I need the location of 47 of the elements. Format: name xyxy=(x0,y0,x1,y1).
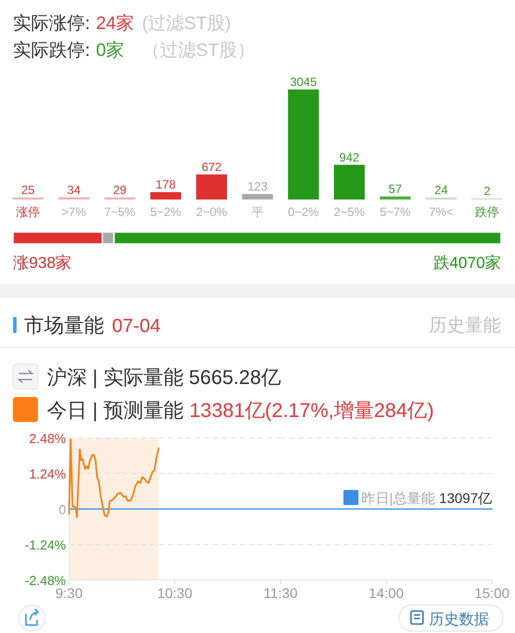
data-label: 34 xyxy=(67,182,81,197)
category-label: 7%< xyxy=(428,205,454,219)
annotation: 0家 xyxy=(96,40,124,60)
tick-label: 10:30 xyxy=(157,585,192,601)
annotation: 涨938家 xyxy=(13,255,72,272)
tick-label: 0 xyxy=(58,502,66,517)
category-label: 7~5% xyxy=(104,205,136,219)
category-label: 5~2% xyxy=(150,205,182,219)
category-label: 5~7% xyxy=(380,205,411,219)
data-label: 942 xyxy=(339,150,360,164)
data-label: 2 xyxy=(484,184,490,198)
annotation: 13381亿(2.17%,增量284亿) xyxy=(189,400,434,422)
annotation: 历史量能 xyxy=(429,315,501,335)
tick-label: 15:00 xyxy=(474,585,510,601)
annotation: 历史数据 xyxy=(429,611,489,628)
legend-label: 今日 | 预测量能 xyxy=(47,400,184,422)
data-label: 123 xyxy=(247,180,268,194)
subtitle: 07-04 xyxy=(112,316,161,337)
tick-label: -2.48% xyxy=(24,573,66,588)
category-label: 平 xyxy=(252,205,264,219)
series-label: 昨日|总量能 xyxy=(361,490,436,506)
tick-label: 14:00 xyxy=(368,585,404,601)
tick-label: 2.48% xyxy=(29,431,66,446)
tick-label: 1.24% xyxy=(29,466,66,482)
data-label: 57 xyxy=(388,182,402,196)
data-label: 29 xyxy=(113,182,126,197)
data-label: 3045 xyxy=(290,75,317,89)
category-label: 涨停 xyxy=(16,205,40,219)
category-label: 2~5% xyxy=(334,205,365,219)
annotation: 实际跌停: xyxy=(13,40,90,60)
annotation: 跌4070家 xyxy=(433,255,501,272)
category-label: >7% xyxy=(62,205,86,219)
category-label: 0~2% xyxy=(288,205,319,219)
annotation: 24家 xyxy=(96,13,134,33)
tick-label: -1.24% xyxy=(24,538,66,552)
data-label: 672 xyxy=(202,160,222,174)
annotation: 沪深 | 实际量能 5665.28亿 xyxy=(47,367,282,389)
annotation: 实际涨停: xyxy=(13,13,90,33)
data-label: 24 xyxy=(434,183,448,198)
tick-label: 11:30 xyxy=(264,585,298,601)
category-label: 2~0% xyxy=(196,205,228,219)
data-label: 178 xyxy=(156,178,176,192)
category-label: 跌停 xyxy=(475,205,500,219)
annotation: 13097亿 xyxy=(439,490,492,506)
title: 市场量能 xyxy=(24,315,104,337)
data-label: 25 xyxy=(21,183,35,198)
tick-label: 9:30 xyxy=(55,585,83,601)
